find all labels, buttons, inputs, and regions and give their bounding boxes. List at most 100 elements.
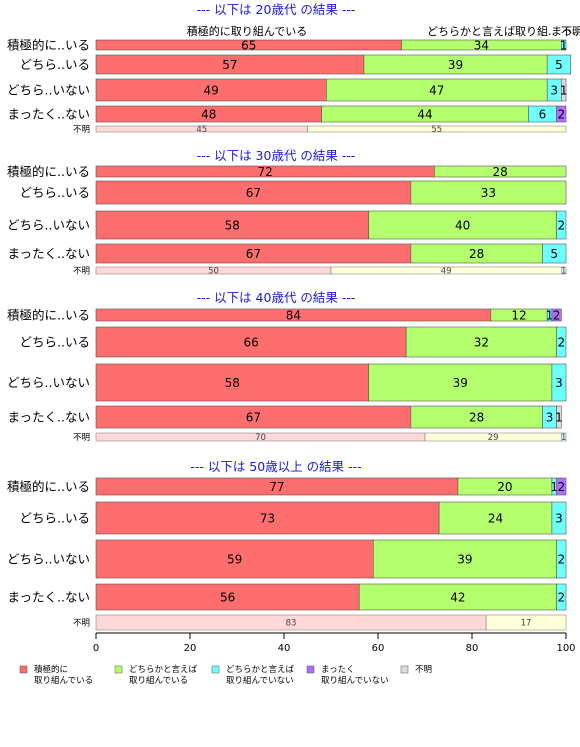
legend-swatch bbox=[19, 665, 28, 674]
bar-segment bbox=[556, 326, 567, 358]
row-label-unknown: 不明 bbox=[73, 125, 90, 135]
row-label: まったく..ない bbox=[8, 107, 90, 122]
data-label: 84 bbox=[286, 309, 301, 323]
data-label: 57 bbox=[222, 58, 237, 72]
row-label-unknown: 不明 bbox=[73, 267, 90, 277]
data-label: 58 bbox=[225, 219, 240, 233]
row-label: どちら..いる bbox=[20, 511, 90, 526]
bar-segment bbox=[556, 583, 567, 611]
legend-label: 積極的に bbox=[34, 664, 68, 675]
x-tick-label: 100 bbox=[556, 643, 575, 654]
data-label: 2 bbox=[557, 553, 565, 567]
data-label: 67 bbox=[246, 247, 261, 261]
data-label: 72 bbox=[258, 165, 273, 179]
data-label: 1 bbox=[555, 411, 563, 425]
x-tick-label: 60 bbox=[372, 643, 385, 654]
unknown-data-label: 45 bbox=[196, 125, 207, 135]
unknown-data-label: 50 bbox=[208, 267, 219, 277]
data-label: 3 bbox=[555, 376, 563, 390]
bar-segment bbox=[438, 501, 553, 535]
data-label: 5 bbox=[555, 58, 563, 72]
data-label: 3 bbox=[550, 84, 558, 98]
legend-swatch bbox=[211, 665, 220, 674]
row-label: どちら..いない bbox=[7, 552, 90, 567]
header-label: 不明 bbox=[561, 25, 580, 38]
bar-segment bbox=[410, 180, 567, 205]
x-tick-label: 40 bbox=[278, 643, 291, 654]
bar-segment bbox=[560, 39, 567, 51]
legend-label: 不明 bbox=[415, 665, 432, 675]
data-label: 28 bbox=[493, 165, 508, 179]
unknown-data-label: 49 bbox=[441, 267, 452, 277]
data-label: 32 bbox=[474, 336, 489, 350]
data-label: 39 bbox=[453, 376, 468, 390]
data-label: 66 bbox=[243, 336, 258, 350]
data-label: 1 bbox=[560, 84, 568, 98]
data-label: 42 bbox=[450, 591, 465, 605]
row-label: どちら..いない bbox=[7, 83, 90, 98]
legend-swatch bbox=[114, 665, 123, 674]
bar-segment bbox=[95, 363, 369, 402]
data-label: 1 bbox=[560, 39, 568, 53]
bar-segment bbox=[560, 78, 567, 102]
unknown-data-label: 1 bbox=[561, 267, 566, 277]
data-label: 56 bbox=[220, 591, 235, 605]
data-label: 40 bbox=[455, 219, 470, 233]
data-label: 39 bbox=[457, 553, 472, 567]
data-label: 2 bbox=[557, 480, 565, 494]
legend-label: 取り組んでいない bbox=[226, 675, 294, 686]
bar-segment bbox=[556, 477, 567, 496]
x-tick-label: 20 bbox=[184, 643, 197, 654]
data-label: 73 bbox=[260, 512, 275, 526]
bar-segment bbox=[95, 539, 374, 579]
legend-label: まったく bbox=[321, 665, 355, 675]
header-label: 積極的に取り組んでいる bbox=[187, 24, 307, 38]
data-label: 44 bbox=[417, 108, 432, 122]
data-label: 20 bbox=[497, 480, 512, 494]
row-label: どちら..いない bbox=[7, 375, 90, 390]
row-label: まったく..ない bbox=[8, 410, 90, 425]
bar-segment bbox=[95, 210, 369, 240]
data-label: 6 bbox=[539, 108, 547, 122]
data-label: 33 bbox=[481, 186, 496, 200]
data-label: 2 bbox=[557, 336, 565, 350]
legend-label: 取り組んでいる bbox=[129, 675, 188, 686]
data-label: 28 bbox=[469, 247, 484, 261]
legend-label: どちらかと言えば bbox=[226, 664, 295, 675]
data-label: 2 bbox=[557, 219, 565, 233]
unknown-data-label: 83 bbox=[286, 619, 297, 629]
data-label: 67 bbox=[246, 411, 261, 425]
data-label: 49 bbox=[204, 84, 219, 98]
row-label: 積極的に..いる bbox=[7, 164, 90, 179]
row-label: まったく..ない bbox=[8, 246, 90, 261]
row-label: どちら..いる bbox=[20, 335, 90, 350]
row-label: 積極的に..いる bbox=[7, 479, 90, 494]
row-label: どちら..いない bbox=[7, 218, 90, 233]
bar-segment bbox=[542, 243, 567, 264]
data-label: 1 bbox=[550, 480, 558, 494]
row-label-unknown: 不明 bbox=[73, 619, 90, 629]
unknown-bar-segment bbox=[307, 125, 567, 133]
bar-segment bbox=[358, 583, 557, 611]
bar-segment bbox=[368, 210, 557, 240]
data-label: 1 bbox=[546, 309, 554, 323]
bar-segment bbox=[551, 308, 562, 322]
data-label: 47 bbox=[429, 84, 444, 98]
header-label: まっ.. bbox=[551, 25, 580, 38]
data-label: 2 bbox=[557, 108, 565, 122]
row-label-unknown: 不明 bbox=[73, 433, 90, 443]
data-label: 39 bbox=[448, 58, 463, 72]
row-label: どちら..いる bbox=[20, 57, 90, 72]
data-label: 24 bbox=[488, 512, 503, 526]
legend-swatch bbox=[400, 665, 409, 674]
bar-segment bbox=[95, 326, 407, 358]
data-label: 34 bbox=[474, 39, 489, 53]
row-label: まったく..ない bbox=[8, 590, 90, 605]
legend-label: どちらかと言えば bbox=[129, 664, 198, 675]
x-tick-label: 0 bbox=[93, 643, 99, 654]
unknown-data-label: 29 bbox=[488, 433, 499, 443]
row-label: 積極的に..いる bbox=[7, 38, 90, 53]
unknown-bar-segment bbox=[561, 266, 567, 275]
data-label: 3 bbox=[546, 411, 554, 425]
